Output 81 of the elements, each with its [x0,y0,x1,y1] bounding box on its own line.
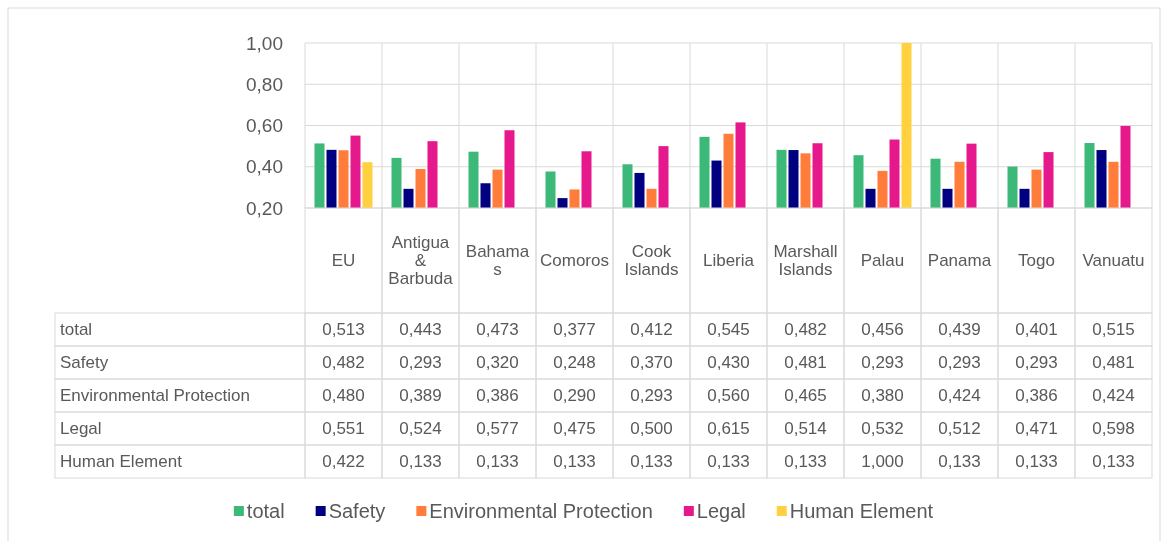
x-tick-label: Liberia [702,251,755,271]
data-label: 0,293 [630,386,673,406]
data-label: 0,430 [707,353,750,373]
data-label: 0,293 [1015,353,1058,373]
data-label: 0,481 [1092,353,1135,373]
data-label: 0,389 [399,386,442,406]
text: 0,133 [399,452,442,472]
x-tick-label: Togo [1018,251,1055,271]
data-label: 0,598 [1092,419,1135,439]
data-label: 0,293 [399,353,442,373]
y-tick-label: 0,40 [246,156,283,178]
text: 0,133 [1015,452,1058,472]
text: 0,133 [476,452,519,472]
data-label: 0,380 [861,386,904,406]
x-tick-label: Bahamas [465,242,530,280]
legend-label: Human Element [789,500,934,522]
y-tick-label: 0,80 [246,73,283,95]
data-label: 0,370 [630,353,673,373]
text: Human Element [60,452,182,472]
data-label: 0,512 [938,419,981,439]
data-label: 0,515 [1092,320,1135,340]
x-tick-label: Panama [927,251,992,271]
data-label: 0,439 [938,320,981,340]
data-label: 0,377 [553,320,596,340]
data-label: 0,514 [784,419,827,439]
data-label: 0,473 [476,320,519,340]
text: 0,133 [630,452,673,472]
data-label: 0,290 [553,386,596,406]
legend-label: Legal [696,500,746,522]
legend-label: total [246,500,285,522]
data-label: 0,412 [630,320,673,340]
legend-label: Environmental Protection [429,500,653,522]
data-label: 0,386 [1015,386,1058,406]
data-label: 0,471 [1015,419,1058,439]
data-label: 0,481 [784,353,827,373]
data-label: 0,524 [399,419,442,439]
data-label: 0,293 [861,353,904,373]
data-label: 0,513 [322,320,365,340]
data-label: 1,000 [861,452,904,472]
data-label: 0,386 [476,386,519,406]
data-label: 0,482 [322,353,365,373]
data-label: 0,320 [476,353,519,373]
data-label: 0,422 [322,452,365,472]
data-label: 0,551 [322,419,365,439]
x-tick-label: Comoros [540,251,609,271]
data-label: 0,615 [707,419,750,439]
x-tick-label: Antigua & Barbuda [388,233,454,289]
text: 0,133 [553,452,596,472]
x-tick-label: Marshall Islands [773,242,838,280]
data-label: 0,456 [861,320,904,340]
data-label: 0,465 [784,386,827,406]
text: Environmental Protection [60,386,250,406]
y-tick-label: 0,60 [246,115,283,137]
text: total [60,320,93,340]
text: 0,133 [938,452,981,472]
data-label: 0,560 [707,386,750,406]
data-label: 0,577 [476,419,519,439]
data-label: 0,401 [1015,320,1058,340]
text: 0,133 [784,452,827,472]
data-label: 0,443 [399,320,442,340]
data-label: 0,248 [553,353,596,373]
x-tick-label: Palau [860,251,905,271]
data-label: 0,532 [861,419,904,439]
data-label: 0,545 [707,320,750,340]
y-tick-label: 1,00 [246,32,283,54]
data-label: 0,482 [784,320,827,340]
data-label: 0,480 [322,386,365,406]
x-tick-label: EU [331,251,356,271]
x-tick-label: Vanuatu [1082,251,1145,271]
x-tick-label: Cook Islands [624,242,679,280]
data-label: 0,424 [1092,386,1135,406]
text: 0,133 [1092,452,1135,472]
text: 0,133 [707,452,750,472]
text: Safety [60,353,109,373]
y-tick-label: 0,20 [246,197,283,219]
text: Legal [60,419,102,439]
legend-label: Safety [328,500,386,522]
data-label: 0,500 [630,419,673,439]
data-label: 0,293 [938,353,981,373]
data-label: 0,475 [553,419,596,439]
data-label: 0,424 [938,386,981,406]
